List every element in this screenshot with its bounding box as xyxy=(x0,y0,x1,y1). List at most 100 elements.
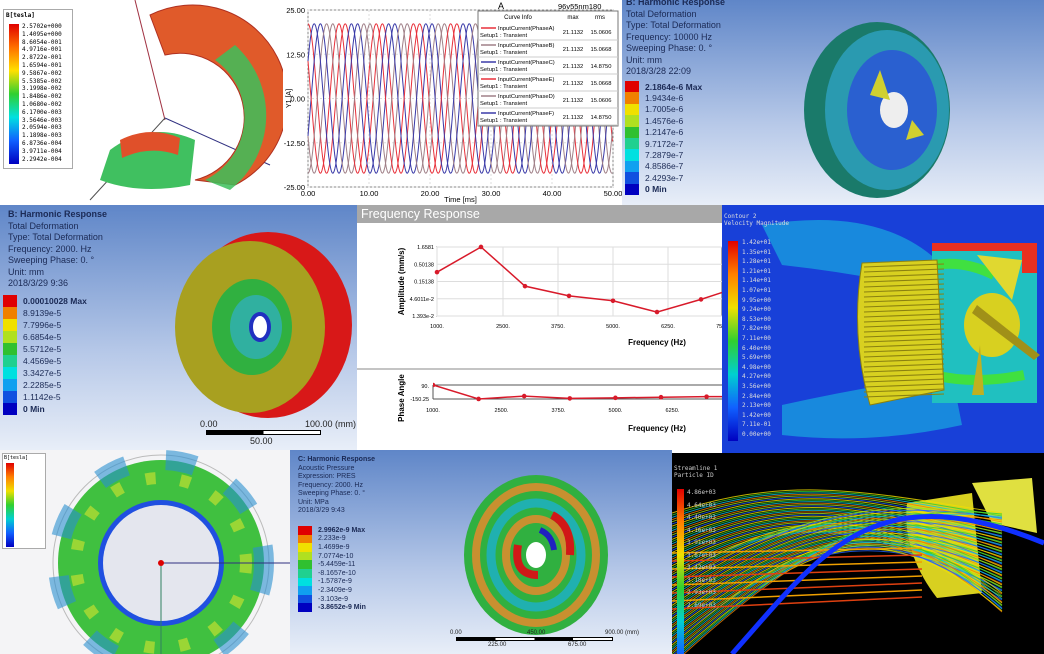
legend-value: 8.9139e-5 xyxy=(23,308,62,318)
legend-row: -2.3409e-9 xyxy=(298,586,366,595)
series-line xyxy=(307,23,613,174)
amplitude-point xyxy=(654,309,660,315)
color-swatch xyxy=(3,355,17,367)
streamline xyxy=(672,540,1003,648)
label: Setup1 : Transient xyxy=(480,67,527,73)
legend-value: 9.95e+00 xyxy=(742,296,771,304)
label: 14.8750 xyxy=(591,64,612,70)
label: Y1 [A] xyxy=(286,89,293,108)
legend-value: 0.00010028 Max xyxy=(23,296,87,306)
streamline xyxy=(672,561,923,570)
legend-value: 6.40e+00 xyxy=(742,344,771,352)
scale-mid-label: 50.00 xyxy=(250,436,273,446)
legend-value: 3.9711e-004 xyxy=(22,147,62,155)
legend-value: 1.6594e-001 xyxy=(22,61,62,69)
color-swatch xyxy=(298,586,312,595)
legend-value: 1.28e+01 xyxy=(742,258,771,266)
label: 15.0606 xyxy=(591,98,612,104)
color-swatch xyxy=(625,149,639,161)
color-swatch xyxy=(298,551,312,561)
label: 2500. xyxy=(496,324,510,330)
label: 21.1132 xyxy=(563,115,584,121)
streamline xyxy=(730,514,1044,654)
legend-value: 7.11e+00 xyxy=(742,334,771,342)
frequency-response-panel: Frequency Response 1.6581 0.50138 0.15138 4… xyxy=(357,205,722,450)
legend-row: -1.5787e-9 xyxy=(298,577,366,587)
color-swatch xyxy=(3,379,17,391)
legend-row: 1.4576e-6 xyxy=(625,115,702,127)
color-swatch xyxy=(3,307,17,319)
legend-value: 7.82e+00 xyxy=(742,325,771,333)
streamline xyxy=(672,517,1003,600)
streamline-panel: Streamline 1 Particle ID 4.86e+03 4.64e+0… xyxy=(672,453,1044,654)
deformation-2000hz-panel: B: Harmonic Response Total Deformation Typ… xyxy=(0,205,357,450)
phase-point xyxy=(704,394,709,399)
info-line: 2018/3/29 9:43 xyxy=(298,507,345,514)
scale-right-label: 900.00 (mm) xyxy=(605,630,640,636)
legend-value: 6.1700e-003 xyxy=(22,108,62,116)
legend-value: 2.0594e-003 xyxy=(22,124,62,132)
streamline xyxy=(672,520,1003,604)
streamline xyxy=(672,530,1003,617)
legend-value: 9.5867e-002 xyxy=(22,69,62,77)
color-swatch xyxy=(298,534,312,544)
label: Phase Angle xyxy=(397,374,406,422)
legend-value: 2.233e-9 xyxy=(318,535,346,543)
streamline xyxy=(672,582,923,594)
color-swatch xyxy=(298,603,312,612)
legend-value: 7.0774e-10 xyxy=(318,552,354,560)
legend-title: B[tesla] xyxy=(4,455,29,461)
legend-value: 4.64e+03 xyxy=(687,501,716,509)
result-title: B: Harmonic Response xyxy=(8,209,108,219)
streamline-title: Streamline 1 xyxy=(674,465,718,472)
legend-row: 7.0774e-10 xyxy=(298,551,366,561)
legend-value: 5.5712e-5 xyxy=(23,344,62,354)
scale-mid-label: 450.00 xyxy=(527,630,546,636)
acoustic-pressure-panel: C: Harmonic Response Acoustic Pressure Exp… xyxy=(290,450,672,654)
label: 15.0668 xyxy=(591,81,612,87)
label: 90. xyxy=(421,384,429,390)
legend-value: 3.42e+03 xyxy=(687,564,716,571)
legend-row: -5.4459e-11 xyxy=(298,560,366,569)
info-line: Total Deformation xyxy=(626,8,697,19)
legend-value: 7.11e-01 xyxy=(742,421,771,429)
label: 6250. xyxy=(661,324,675,330)
label: -25.00 xyxy=(284,183,305,192)
streamline xyxy=(672,589,923,602)
legend-row: 1.4699e-9 xyxy=(298,543,366,552)
streamline xyxy=(672,532,1003,620)
disc-render xyxy=(464,475,608,635)
label: 15.0606 xyxy=(591,30,612,36)
legend-value: 1.1142e-5 xyxy=(23,392,61,402)
scale-q1-label: 225.00 xyxy=(488,642,507,648)
phase-line xyxy=(433,384,722,400)
legend-value: 2.2942e-004 xyxy=(22,155,62,163)
legend-value: 2.5702e+000 xyxy=(22,23,62,30)
legend-value: 4.27e+00 xyxy=(742,373,771,381)
current-chart-panel: 25.00 12.50 0.00 -12.50 -25.00 0.00 10.00 20.00… xyxy=(283,0,622,205)
legend-row: 7.7996e-5 xyxy=(3,319,87,331)
label: A xyxy=(498,1,504,11)
label: Setup1 : Transient xyxy=(480,50,527,56)
label: 3750. xyxy=(551,324,565,330)
color-swatch xyxy=(3,319,17,331)
info-line: 2018/3/29 9:36 xyxy=(8,278,69,288)
color-swatch xyxy=(625,92,639,104)
color-bar xyxy=(9,24,19,164)
info-line: 2018/3/28 22:09 xyxy=(626,66,692,76)
legend-value: -3.8652e-9 Min xyxy=(318,604,366,612)
legend-value: 3.5646e-003 xyxy=(22,116,62,124)
label: 40.00 xyxy=(543,189,562,198)
label: 0.00 xyxy=(290,95,305,104)
magnetic-legend: B[tesla] 2.5702e+000 1.4095e+000 8.6054e-0… xyxy=(3,9,73,169)
phase-point xyxy=(521,393,527,399)
color-swatch xyxy=(625,183,639,195)
amplitude-point xyxy=(522,283,528,289)
legend-value: 1.4699e-9 xyxy=(318,543,350,551)
color-swatch xyxy=(3,331,17,343)
legend-value: 4.86e+03 xyxy=(687,489,716,496)
legend-value: 1.2147e-6 xyxy=(645,127,684,138)
legend-value: 5.5385e-002 xyxy=(22,77,62,85)
legend-value: 1.21e+01 xyxy=(742,267,771,275)
velocity-contour-panel: Contour 2 Velocity Magnitude 1.42e+01 1.3… xyxy=(722,205,1044,455)
